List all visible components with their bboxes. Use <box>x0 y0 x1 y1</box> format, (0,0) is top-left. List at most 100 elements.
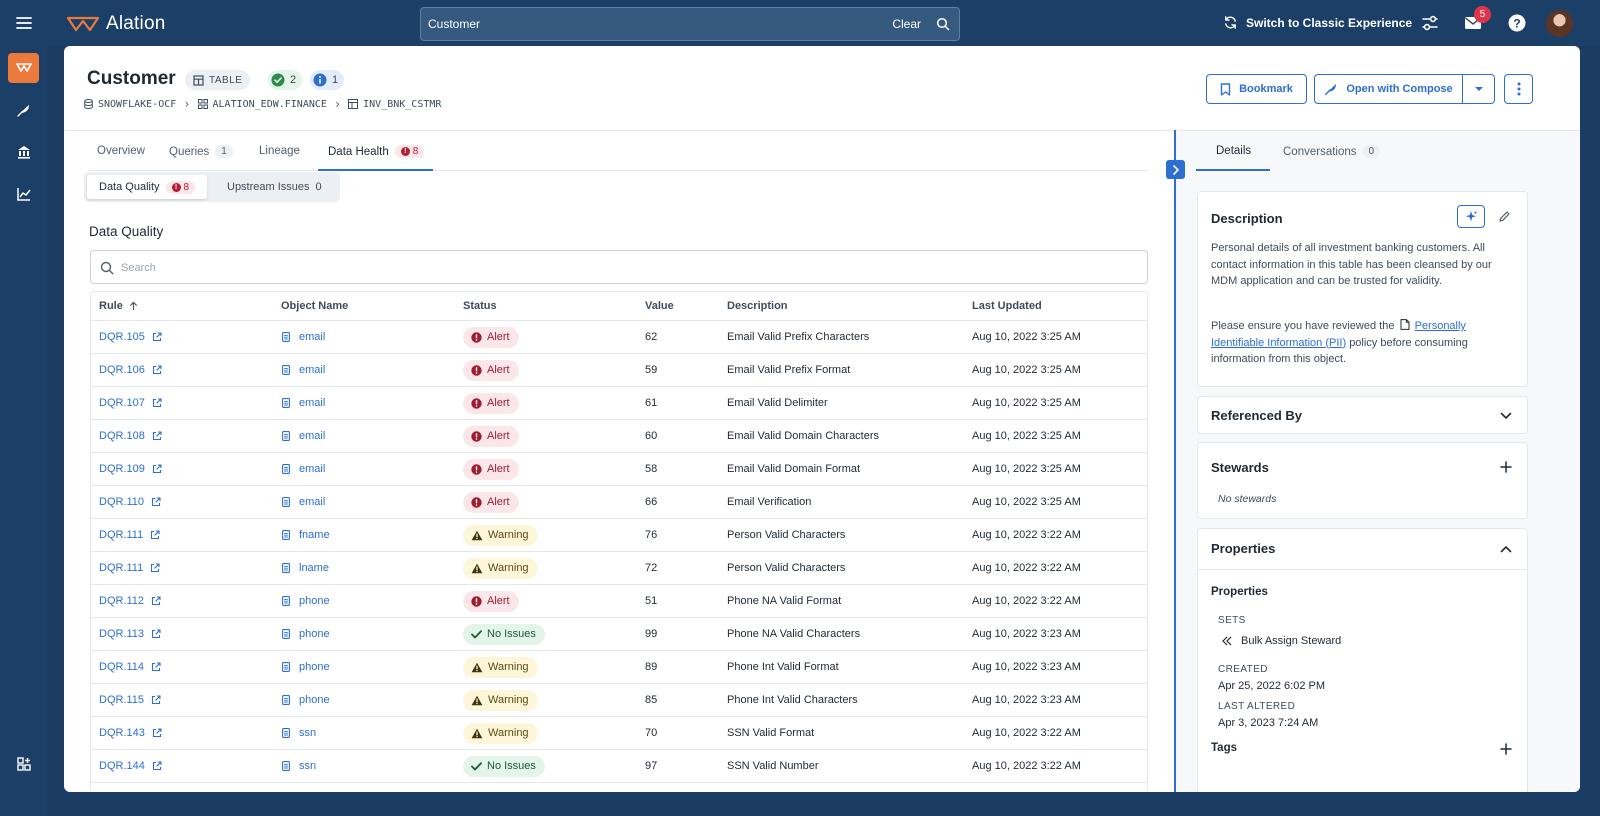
breadcrumb-table[interactable]: INV_BNK_CSTMR <box>348 99 441 110</box>
external-link-icon[interactable] <box>152 728 162 738</box>
more-actions-button[interactable] <box>1504 74 1533 104</box>
tab-details[interactable]: Details <box>1216 145 1251 157</box>
open-with-compose-button[interactable]: Open with Compose <box>1314 74 1463 104</box>
rule-cell[interactable]: DQR.113 <box>99 618 161 650</box>
rule-link[interactable]: DQR.113 <box>99 628 145 640</box>
rule-cell[interactable]: DQR.108 <box>99 420 162 452</box>
table-row[interactable]: DQR.111 fname Warning 76 Person Valid Charac… <box>91 519 1147 552</box>
rule-cell[interactable]: DQR.106 <box>99 354 162 386</box>
panel-splitter[interactable] <box>1174 130 1176 792</box>
table-row[interactable]: DQR.108 email Alert 60 Email Valid Domain Ch… <box>91 420 1147 453</box>
info-count-badge[interactable]: 1 <box>310 70 345 90</box>
object-link[interactable]: fname <box>299 529 330 541</box>
object-link[interactable]: phone <box>299 661 330 673</box>
table-row[interactable]: DQR.111 lname Warning 72 Person Valid Charac… <box>91 552 1147 585</box>
tab-conversations[interactable]: Conversations 0 <box>1283 145 1381 158</box>
table-row[interactable]: DQR.109 email Alert 58 Email Valid Domain Fo… <box>91 453 1147 486</box>
object-cell[interactable]: phone <box>282 585 330 617</box>
object-cell[interactable]: email <box>282 486 325 518</box>
rule-cell[interactable]: DQR.114 <box>99 651 161 683</box>
tab-data-health[interactable]: Data Health ! 8 <box>328 145 425 158</box>
rule-link[interactable]: DQR.105 <box>99 331 145 343</box>
collapse-panel-button[interactable] <box>1166 160 1185 179</box>
object-link[interactable]: ssn <box>299 760 317 772</box>
external-link-icon[interactable] <box>151 596 161 606</box>
object-cell[interactable]: fname <box>282 519 330 551</box>
chevron-down-icon[interactable] <box>1498 408 1514 424</box>
column-header-value[interactable]: Value <box>645 300 674 312</box>
object-link[interactable]: email <box>299 331 326 343</box>
external-link-icon[interactable] <box>150 530 160 540</box>
object-cell[interactable]: ssn <box>282 717 316 749</box>
settings-sliders-icon[interactable] <box>1420 13 1440 33</box>
column-header-last-updated[interactable]: Last Updated <box>972 300 1042 312</box>
object-cell[interactable]: email <box>282 354 325 386</box>
rule-cell[interactable]: DQR.109 <box>99 453 162 485</box>
tab-overview[interactable]: Overview <box>97 145 145 157</box>
table-row[interactable]: DQR.105 email Alert 62 Email Valid Prefix Ch… <box>91 321 1147 354</box>
object-link[interactable]: email <box>299 397 326 409</box>
object-link[interactable]: email <box>299 463 326 475</box>
column-header-object-name[interactable]: Object Name <box>281 300 349 312</box>
rule-link[interactable]: DQR.112 <box>99 595 145 607</box>
data-quality-search-input[interactable]: Search <box>90 250 1148 284</box>
table-row[interactable]: DQR.143 ssn Warning 70 SSN Valid Format Aug 1… <box>91 717 1147 750</box>
tab-queries[interactable]: Queries 1 <box>169 145 233 158</box>
rule-link[interactable]: DQR.143 <box>99 727 145 739</box>
object-link[interactable]: ssn <box>299 727 317 739</box>
alation-logo[interactable]: Alation <box>66 12 166 36</box>
table-row[interactable]: DQR.114 phone Warning 89 Phone Int Valid For… <box>91 651 1147 684</box>
bookmark-button[interactable]: Bookmark <box>1206 74 1307 104</box>
object-link[interactable]: lname <box>299 562 329 574</box>
subtab-upstream-issues[interactable]: Upstream Issues 0 <box>215 175 334 199</box>
add-tag-plus-icon[interactable] <box>1498 741 1514 757</box>
external-link-icon[interactable] <box>152 431 162 441</box>
object-cell[interactable]: lname <box>282 552 329 584</box>
object-link[interactable]: email <box>299 364 326 376</box>
rule-link[interactable]: DQR.115 <box>99 694 145 706</box>
table-row[interactable]: DQR.112 phone Alert 51 Phone NA Valid Format… <box>91 585 1147 618</box>
global-search-box[interactable]: Customer Clear <box>420 7 960 41</box>
object-link[interactable]: phone <box>299 628 330 640</box>
table-row[interactable]: DQR.115 phone Warning 85 Phone Int Valid Cha… <box>91 684 1147 717</box>
object-cell[interactable]: phone <box>282 618 330 650</box>
external-link-icon[interactable] <box>151 629 161 639</box>
table-row[interactable]: DQR.113 phone No Issues 99 Phone NA Valid Ch… <box>91 618 1147 651</box>
rail-catalog-button[interactable] <box>8 53 39 83</box>
external-link-icon[interactable] <box>152 464 162 474</box>
rule-cell[interactable]: DQR.115 <box>99 684 161 716</box>
rail-apps-button[interactable] <box>8 749 39 779</box>
external-link-icon[interactable] <box>151 662 161 672</box>
object-cell[interactable]: email <box>282 321 325 353</box>
external-link-icon[interactable] <box>152 332 162 342</box>
rule-link[interactable]: DQR.109 <box>99 463 145 475</box>
object-link[interactable]: email <box>299 430 326 442</box>
global-search-input[interactable]: Customer <box>428 17 481 31</box>
rule-link[interactable]: DQR.107 <box>99 397 145 409</box>
object-cell[interactable]: email <box>282 453 325 485</box>
object-cell[interactable]: phone <box>282 684 330 716</box>
edit-pencil-icon[interactable] <box>1496 208 1512 224</box>
column-header-description[interactable]: Description <box>727 300 788 312</box>
rail-compose-button[interactable] <box>8 95 39 125</box>
rule-link[interactable]: DQR.114 <box>99 661 145 673</box>
table-row[interactable]: DQR.144 ssn No Issues 97 SSN Valid Number Aug… <box>91 750 1147 783</box>
rule-cell[interactable]: DQR.144 <box>99 750 162 782</box>
breadcrumb-datasource[interactable]: SNOWFLAKE-OCF <box>84 99 176 110</box>
rule-link[interactable]: DQR.111 <box>99 562 144 574</box>
object-link[interactable]: email <box>299 496 326 508</box>
sets-value[interactable]: Bulk Assign Steward <box>1222 635 1341 647</box>
external-link-icon[interactable] <box>152 365 162 375</box>
table-row[interactable]: DQR.107 email Alert 61 Email Valid Delimiter… <box>91 387 1147 420</box>
external-link-icon[interactable] <box>151 497 161 507</box>
user-avatar[interactable] <box>1546 10 1573 37</box>
table-row[interactable]: DQR.106 email Alert 59 Email Valid Prefix Fo… <box>91 354 1147 387</box>
column-header-status[interactable]: Status <box>463 300 497 312</box>
rail-governance-button[interactable] <box>8 137 39 167</box>
rail-analytics-button[interactable] <box>8 179 39 209</box>
hamburger-menu-icon[interactable] <box>15 14 33 32</box>
rule-cell[interactable]: DQR.143 <box>99 717 162 749</box>
breadcrumb-schema[interactable]: ALATION_EDW.FINANCE <box>197 99 327 110</box>
column-header-rule[interactable]: Rule <box>99 292 138 320</box>
rule-link[interactable]: DQR.108 <box>99 430 145 442</box>
